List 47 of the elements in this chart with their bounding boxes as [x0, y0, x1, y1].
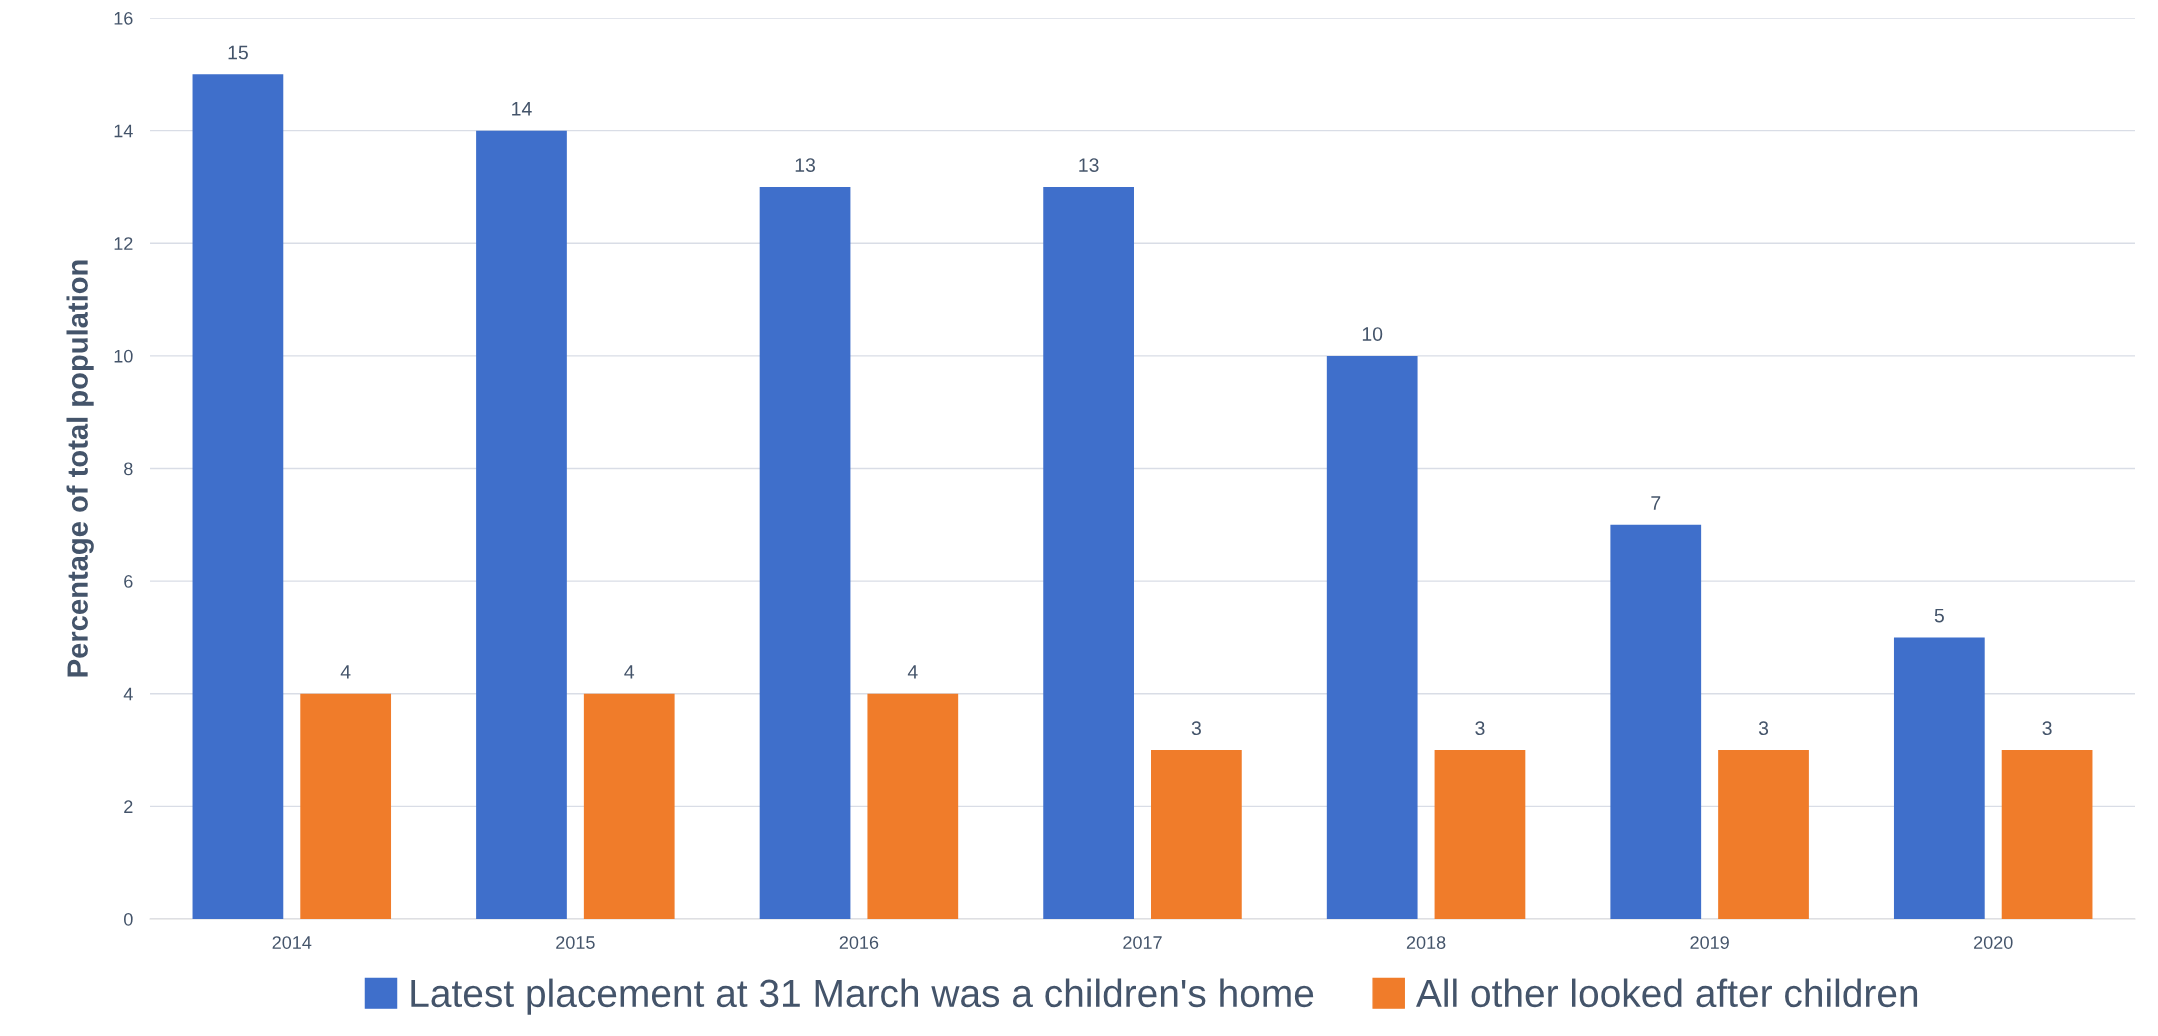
- bar: [192, 74, 284, 919]
- legend-label: All other looked after children: [1416, 978, 1918, 1008]
- bar: [1610, 524, 1702, 919]
- y-tick-label: 2: [124, 800, 133, 813]
- x-tick-label: 2016: [839, 936, 879, 949]
- bar: [1893, 637, 1985, 919]
- y-tick-label: 0: [124, 912, 133, 926]
- data-label: 15: [228, 45, 248, 60]
- y-tick-label: 8: [124, 462, 133, 476]
- data-label: 5: [1934, 608, 1944, 623]
- bar: [2001, 750, 2093, 919]
- bar: [1434, 750, 1526, 919]
- data-label: 7: [1651, 496, 1661, 510]
- y-tick-label: 14: [114, 124, 133, 138]
- bar: [1151, 750, 1242, 919]
- y-tick-label: 10: [114, 349, 133, 363]
- data-label: 3: [1758, 721, 1769, 736]
- data-label: 13: [1079, 158, 1099, 172]
- x-tick-label: 2014: [272, 936, 312, 949]
- bar: [1043, 186, 1134, 919]
- y-tick-label: 12: [114, 237, 133, 250]
- legend-label: Latest placement at 31 March was a children's home: [411, 978, 1314, 1015]
- x-tick-label: 2017: [1123, 936, 1162, 949]
- x-tick-label: 2020: [1974, 936, 2013, 949]
- bar: [1718, 750, 1809, 919]
- bar: [476, 130, 567, 919]
- data-label: 14: [512, 102, 532, 116]
- y-axis-title: Percentage of total population: [66, 260, 94, 677]
- y-tick-label: 4: [123, 687, 133, 701]
- x-tick-label: 2018: [1406, 936, 1446, 949]
- bar: [1326, 355, 1418, 919]
- data-label: 3: [2042, 721, 2052, 736]
- x-tick-label: 2015: [556, 936, 595, 949]
- data-label: 3: [1475, 721, 1485, 736]
- y-tick-label: 16: [114, 11, 133, 25]
- data-label: 10: [1362, 327, 1383, 341]
- data-label: 4: [624, 665, 635, 679]
- data-label: 4: [340, 665, 351, 679]
- data-label: 4: [907, 665, 918, 679]
- data-label: 13: [795, 158, 816, 172]
- data-label: 3: [1191, 721, 1201, 736]
- bar: [300, 693, 392, 919]
- bar: [867, 693, 959, 919]
- y-tick-label: 6: [124, 575, 133, 588]
- bar: [759, 186, 851, 919]
- x-tick-label: 2019: [1690, 936, 1729, 949]
- bar: [583, 693, 675, 919]
